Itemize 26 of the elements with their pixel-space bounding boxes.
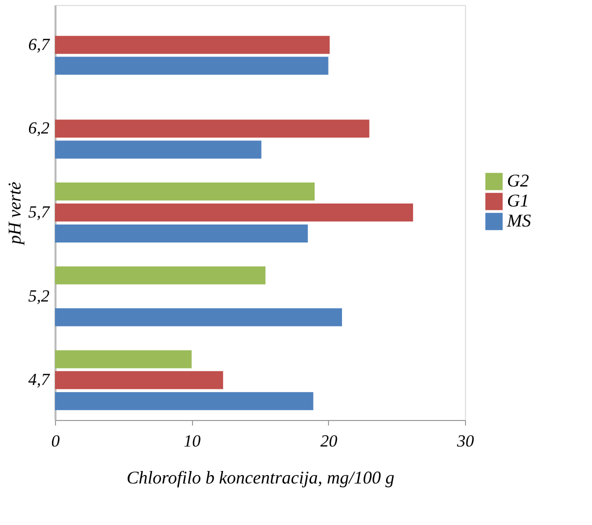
bar <box>55 308 342 326</box>
bar <box>55 56 328 75</box>
legend-label: G2 <box>507 170 529 190</box>
x-axis-title: Chlorofilo b koncentracija, mg/100 g <box>126 468 394 488</box>
bar <box>55 371 224 390</box>
x-tick-label: 10 <box>184 432 202 450</box>
bar <box>55 182 315 201</box>
y-tick-label: 5,2 <box>28 286 50 306</box>
x-tick-label: 0 <box>51 432 60 450</box>
bar <box>55 204 414 222</box>
y-axis-title: pH vertė <box>4 182 24 246</box>
bar <box>55 266 266 284</box>
y-tick-label: 6,2 <box>28 118 50 138</box>
x-tick-label: 20 <box>320 432 338 450</box>
x-tick-label: 30 <box>456 432 474 450</box>
legend-label: G1 <box>507 190 529 210</box>
bar <box>55 120 370 138</box>
y-tick-label: 6,7 <box>28 34 51 54</box>
bar <box>55 350 192 368</box>
bar <box>55 140 262 159</box>
bar <box>55 224 308 242</box>
bar <box>55 36 330 54</box>
bar <box>55 392 314 410</box>
y-tick-label: 4,7 <box>28 370 51 390</box>
legend-label: MS <box>506 210 531 230</box>
y-tick-label: 5,7 <box>28 202 51 222</box>
